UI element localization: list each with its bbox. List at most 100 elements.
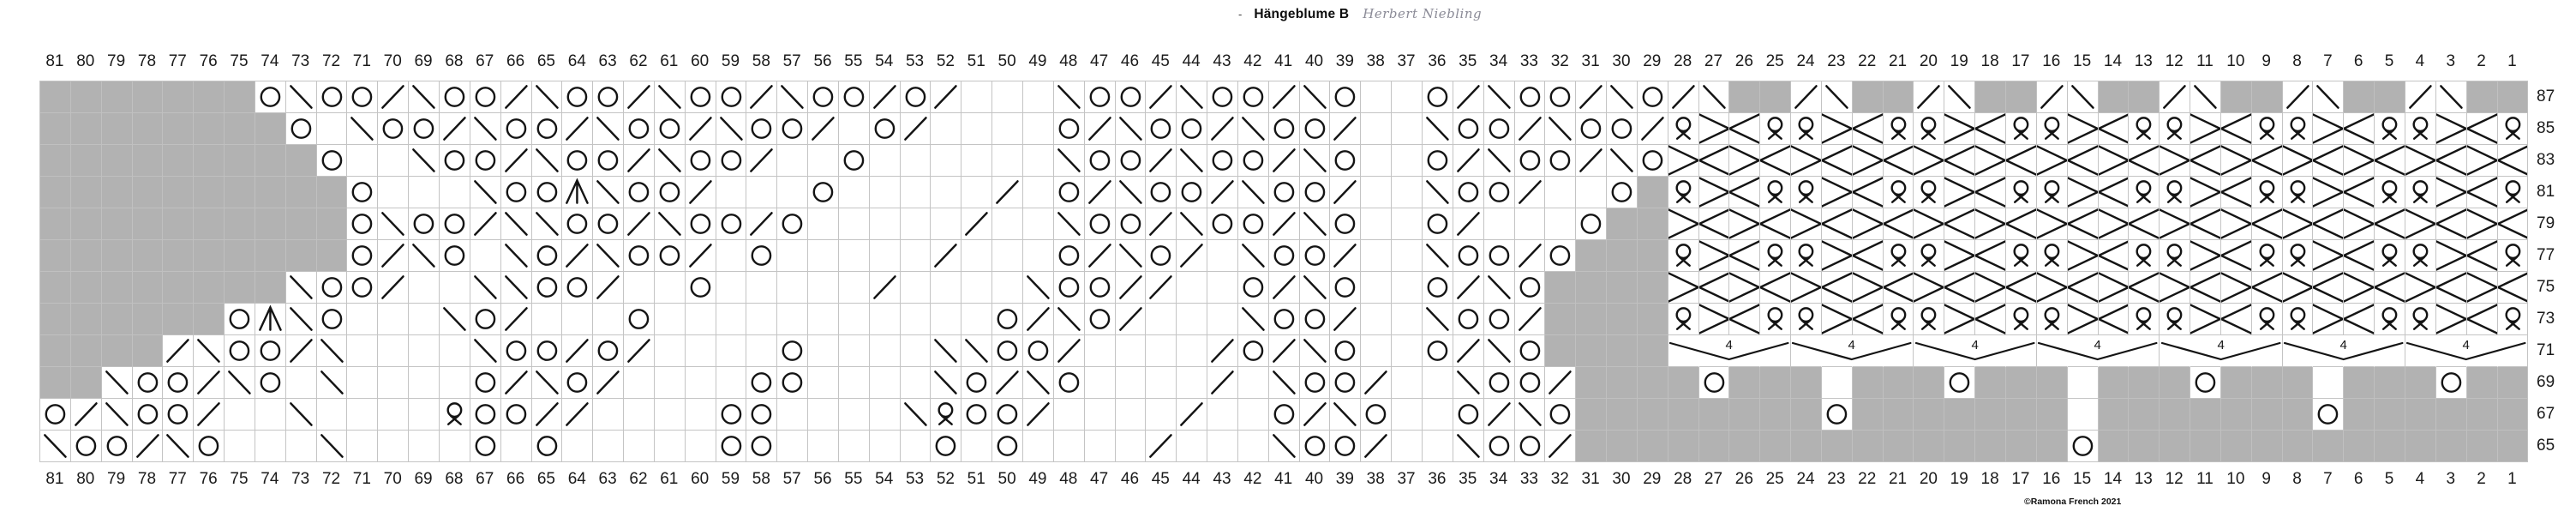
chart-cell-cross-2-stitches-right-half bbox=[1852, 177, 1884, 208]
chart-cell-yarn-over bbox=[470, 145, 501, 177]
chart-cell-knit-empty-cell bbox=[562, 304, 594, 335]
column-number: 78 bbox=[137, 52, 157, 70]
chart-cell-k2tog-right-decrease bbox=[624, 145, 655, 177]
chart-cell-ssk-left-decrease bbox=[316, 367, 348, 399]
chart-cell-k2tog-right-decrease bbox=[1084, 113, 1116, 145]
chart-cell-cross-2-stitches-left-half bbox=[2435, 240, 2467, 272]
chart-cell-twisted-stitch-k1tbl bbox=[1883, 113, 1914, 145]
chart-cell-knit-empty-cell bbox=[1207, 240, 1238, 272]
chart-cell-yarn-over bbox=[1453, 113, 1484, 145]
chart-cell-yarn-over bbox=[1177, 113, 1208, 145]
chart-cell-cross-2-stitches-right-half bbox=[2375, 145, 2405, 177]
chart-cell-cross-2-stitches-left-half bbox=[1791, 145, 1822, 177]
chart-cell-knit-empty-cell bbox=[1115, 399, 1147, 431]
chart-cell-cross-2-stitches-left-half bbox=[2190, 240, 2221, 272]
column-number: 69 bbox=[414, 470, 433, 488]
chart-cell-yarn-over bbox=[1053, 240, 1085, 272]
chart-cell-k2tog-right-decrease bbox=[1514, 304, 1546, 335]
chart-cell-no-stitch-gray-cell bbox=[2497, 367, 2529, 399]
chart-cell-cross-2-stitches-left-half bbox=[2344, 272, 2375, 304]
chart-cell-yarn-over bbox=[1483, 431, 1515, 462]
chart-cell-knit-empty-cell bbox=[808, 240, 839, 272]
chart-cell-knit-empty-cell bbox=[808, 272, 839, 304]
chart-cell-yarn-over bbox=[1483, 367, 1515, 399]
chart-cell-no-stitch-gray-cell bbox=[2006, 81, 2037, 113]
column-number: 19 bbox=[1950, 52, 1968, 70]
chart-cell-yarn-over bbox=[1299, 367, 1331, 399]
chart-cell-knit-empty-cell bbox=[716, 367, 747, 399]
chart-cell-cross-2-stitches-left-half bbox=[1698, 304, 1730, 335]
chart-cell-no-stitch-gray-cell bbox=[2036, 399, 2068, 431]
chart-cell-yarn-over bbox=[255, 81, 286, 113]
chart-cell-no-stitch-gray-cell bbox=[1668, 399, 1699, 431]
chart-cell-cross-2-stitches-right-half bbox=[1821, 145, 1853, 177]
chart-cell-no-stitch-gray-cell bbox=[1576, 399, 1608, 431]
column-number: 47 bbox=[1090, 470, 1109, 488]
chart-cell-yarn-over bbox=[1053, 177, 1085, 208]
chart-cell-knit-empty-cell bbox=[409, 177, 440, 208]
chart-cell-knit-empty-cell bbox=[777, 177, 809, 208]
chart-cell-ssk-left-decrease bbox=[531, 367, 563, 399]
chart-cell-yarn-over bbox=[163, 367, 195, 399]
row-number: 77 bbox=[2537, 245, 2555, 264]
column-number: 62 bbox=[629, 52, 648, 70]
chart-cell-cross-2-stitches-right-half bbox=[2006, 208, 2037, 240]
column-number: 53 bbox=[905, 52, 925, 70]
chart-cell-yarn-over bbox=[1453, 177, 1484, 208]
chart-cell-knit-empty-cell bbox=[746, 304, 778, 335]
column-number: 65 bbox=[536, 470, 555, 488]
chart-cell-knit-empty-cell bbox=[962, 113, 993, 145]
chart-cell-no-stitch-gray-cell bbox=[101, 81, 133, 113]
chart-cell-k2tog-right-decrease bbox=[500, 367, 532, 399]
chart-cell-no-stitch-gray-cell bbox=[1637, 399, 1668, 431]
chart-cell-twisted-stitch-k1tbl bbox=[2129, 113, 2160, 145]
chart-cell-cross-2-stitches-left-half bbox=[1791, 208, 1822, 240]
chart-cell-yarn-over bbox=[1330, 272, 1362, 304]
chart-cell-k2tog-right-decrease bbox=[500, 145, 532, 177]
column-number: 60 bbox=[691, 52, 710, 70]
column-number: 45 bbox=[1151, 52, 1170, 70]
chart-cell-knit-empty-cell bbox=[1422, 399, 1453, 431]
chart-cell-knit-empty-cell bbox=[716, 240, 747, 272]
chart-cell-no-stitch-gray-cell bbox=[132, 272, 164, 304]
chart-cell-no-stitch-gray-cell bbox=[2036, 367, 2068, 399]
chart-cell-k2tog-right-decrease bbox=[1453, 272, 1484, 304]
chart-cell-ssk-left-decrease bbox=[1053, 81, 1085, 113]
chart-cell-knit-empty-cell bbox=[1023, 145, 1054, 177]
chart-cell-no-stitch-gray-cell bbox=[2160, 367, 2191, 399]
chart-cell-ssk-left-decrease bbox=[194, 335, 225, 367]
chart-cell-cross-2-stitches-left-half bbox=[2313, 177, 2345, 208]
chart-cell-knit-empty-cell bbox=[593, 399, 625, 431]
chart-cell-gather-4-stitches-bracket bbox=[2006, 335, 2037, 367]
chart-cell-ssk-left-decrease bbox=[316, 431, 348, 462]
chart-cell-ssk-left-decrease bbox=[285, 81, 317, 113]
chart-cell-gather-4-stitches-bracket bbox=[2160, 335, 2191, 367]
column-number: 11 bbox=[2196, 470, 2214, 488]
chart-cell-no-stitch-gray-cell bbox=[70, 145, 102, 177]
chart-cell-knit-empty-cell bbox=[869, 335, 901, 367]
column-number: 49 bbox=[1028, 52, 1047, 70]
chart-cell-knit-empty-cell bbox=[900, 240, 932, 272]
chart-cell-yarn-over bbox=[439, 145, 470, 177]
chart-cell-yarn-over bbox=[1514, 335, 1546, 367]
column-number: 10 bbox=[2226, 470, 2245, 488]
chart-cell-ssk-left-decrease bbox=[1453, 431, 1484, 462]
chart-cell-knit-empty-cell bbox=[777, 431, 809, 462]
chart-cell-knit-empty-cell bbox=[1237, 399, 1269, 431]
chart-cell-gather-4-stitches-bracket bbox=[2375, 335, 2405, 367]
row-number: 67 bbox=[2537, 404, 2555, 423]
chart-cell-twisted-stitch-k1tbl bbox=[2405, 113, 2436, 145]
column-number: 33 bbox=[1519, 470, 1538, 488]
chart-cell-twisted-stitch-k1tbl bbox=[1668, 240, 1699, 272]
column-number: 18 bbox=[1980, 470, 1999, 488]
chart-cell-k2tog-right-decrease bbox=[1268, 145, 1300, 177]
chart-cell-knit-empty-cell bbox=[1177, 335, 1208, 367]
chart-cell-ssk-left-decrease bbox=[1299, 81, 1331, 113]
chart-cell-yarn-over bbox=[1637, 81, 1668, 113]
chart-cell-yarn-over bbox=[685, 272, 716, 304]
chart-cell-cross-2-stitches-right-half bbox=[1944, 272, 1976, 304]
chart-cell-k2tog-right-decrease bbox=[900, 113, 932, 145]
chart-cell-cross-2-stitches-right-half bbox=[2067, 272, 2099, 304]
chart-cell-cross-2-stitches-right-half bbox=[2129, 272, 2160, 304]
column-number: 7 bbox=[2323, 470, 2333, 488]
